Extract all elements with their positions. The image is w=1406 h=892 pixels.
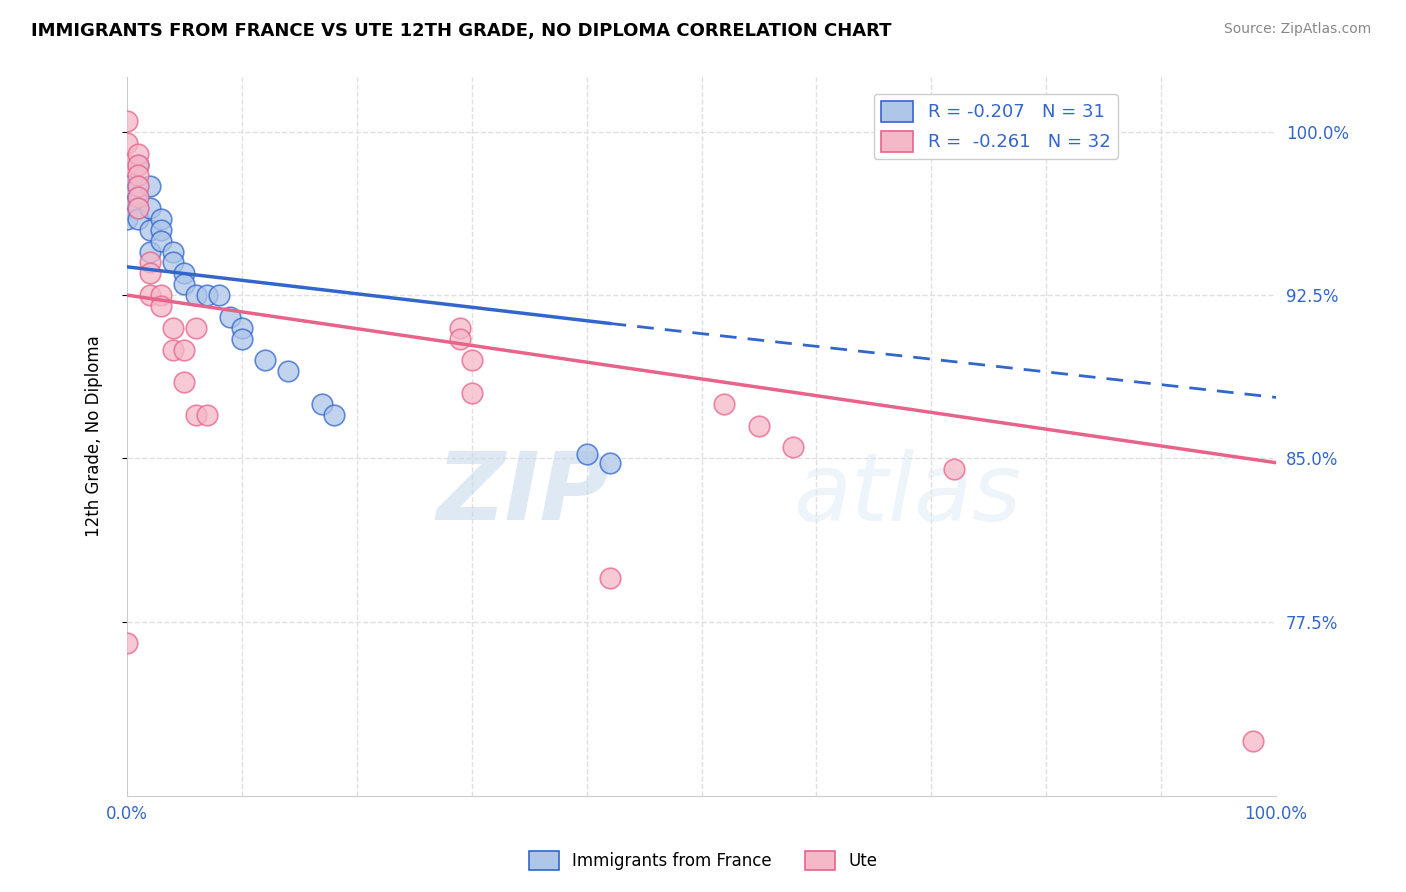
Point: [277, 364, 299, 378]
Point: [115, 211, 138, 226]
Point: [460, 386, 482, 401]
Point: [162, 244, 184, 259]
Point: [127, 211, 149, 226]
Point: [127, 201, 149, 215]
Point: [231, 320, 253, 334]
Point: [139, 201, 162, 215]
Point: [115, 636, 138, 650]
Point: [184, 320, 207, 334]
Point: [208, 288, 231, 302]
Point: [748, 418, 770, 433]
Point: [115, 114, 138, 128]
Point: [150, 223, 173, 237]
Point: [460, 353, 482, 368]
Text: atlas: atlas: [793, 449, 1022, 540]
Point: [115, 201, 138, 215]
Point: [150, 234, 173, 248]
Point: [115, 179, 138, 194]
Point: [184, 288, 207, 302]
Point: [127, 179, 149, 194]
Point: [127, 169, 149, 183]
Text: Source: ZipAtlas.com: Source: ZipAtlas.com: [1223, 22, 1371, 37]
Legend: R = -0.207   N = 31, R =  -0.261   N = 32: R = -0.207 N = 31, R = -0.261 N = 32: [873, 94, 1118, 159]
Point: [943, 462, 966, 476]
Y-axis label: 12th Grade, No Diploma: 12th Grade, No Diploma: [86, 335, 103, 538]
Point: [150, 288, 173, 302]
Point: [219, 310, 242, 324]
Point: [150, 299, 173, 313]
Legend: Immigrants from France, Ute: Immigrants from France, Ute: [522, 844, 884, 877]
Point: [139, 288, 162, 302]
Text: ZIP: ZIP: [437, 448, 610, 540]
Point: [139, 223, 162, 237]
Point: [449, 320, 471, 334]
Point: [322, 408, 344, 422]
Point: [599, 571, 621, 585]
Point: [162, 343, 184, 357]
Point: [713, 397, 735, 411]
Point: [599, 456, 621, 470]
Point: [449, 332, 471, 346]
Point: [231, 332, 253, 346]
Point: [139, 179, 162, 194]
Point: [127, 179, 149, 194]
Point: [127, 157, 149, 171]
Point: [115, 136, 138, 150]
Point: [253, 353, 276, 368]
Point: [150, 211, 173, 226]
Point: [782, 441, 804, 455]
Point: [184, 408, 207, 422]
Point: [127, 146, 149, 161]
Point: [575, 447, 598, 461]
Point: [195, 288, 218, 302]
Point: [1241, 734, 1264, 748]
Point: [173, 375, 195, 389]
Point: [115, 157, 138, 171]
Point: [127, 190, 149, 204]
Point: [311, 397, 333, 411]
Point: [195, 408, 218, 422]
Point: [139, 266, 162, 280]
Point: [127, 201, 149, 215]
Point: [139, 255, 162, 269]
Point: [127, 157, 149, 171]
Point: [173, 266, 195, 280]
Point: [127, 190, 149, 204]
Point: [173, 343, 195, 357]
Point: [162, 320, 184, 334]
Point: [162, 255, 184, 269]
Text: IMMIGRANTS FROM FRANCE VS UTE 12TH GRADE, NO DIPLOMA CORRELATION CHART: IMMIGRANTS FROM FRANCE VS UTE 12TH GRADE…: [31, 22, 891, 40]
Point: [139, 244, 162, 259]
Point: [173, 277, 195, 292]
